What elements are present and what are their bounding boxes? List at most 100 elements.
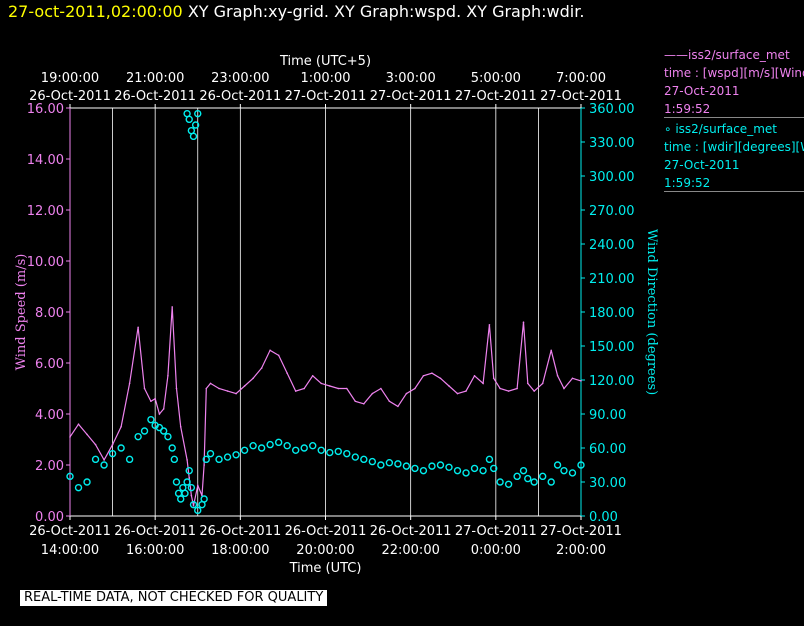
wdir-data-point — [134, 432, 142, 441]
wdir-data-point — [108, 449, 117, 458]
left-tick-label: 14.00 — [27, 153, 64, 168]
bottom-tick-time: 0:00:00 — [471, 543, 521, 558]
wspd-data-point — [550, 349, 552, 352]
right-tick-label: 30.00 — [589, 476, 626, 491]
wspd-data-point — [439, 377, 442, 380]
wdir-data-point — [232, 451, 240, 459]
wspd-data-point — [526, 382, 529, 385]
wdir-data-point — [164, 432, 172, 441]
wspd-data-point — [499, 387, 501, 390]
wdir-data-point — [283, 442, 291, 450]
wdir-data-point — [530, 478, 538, 486]
left-tick-label: 2.00 — [35, 459, 64, 474]
wspd-data-point — [196, 484, 199, 487]
top-tick-date: 26-Oct-2011 — [114, 89, 196, 104]
wspd-data-point — [286, 372, 288, 375]
wspd-data-point — [303, 387, 306, 390]
top-tick-date: 27-Oct-2011 — [540, 89, 622, 104]
right-tick-label: 60.00 — [589, 442, 626, 457]
wspd-data-point — [388, 400, 391, 403]
wspd-data-point — [363, 403, 365, 405]
wdir-data-point — [100, 461, 108, 469]
wdir-data-point — [377, 461, 385, 469]
wdir-data-point — [194, 506, 202, 515]
wdir-data-point — [223, 453, 232, 461]
wspd-data-point — [203, 464, 205, 466]
wdir-data-point — [185, 115, 193, 124]
wspd-data-point — [371, 392, 374, 395]
wdir-data-point — [402, 462, 411, 470]
legend-wdir-variable: time : [wdir][degrees][W — [664, 140, 804, 154]
wdir-data-point — [568, 469, 577, 477]
left-tick-label: 10.00 — [27, 255, 64, 270]
wspd-data-point — [405, 392, 408, 395]
wdir-data-point — [240, 446, 249, 454]
wspd-data-point — [456, 392, 459, 395]
bottom-tick-date: 26-Oct-2011 — [29, 524, 111, 539]
wspd-data-point — [188, 476, 191, 479]
wspd-data-point — [522, 321, 525, 324]
wdir-data-point — [411, 464, 419, 473]
wdir-data-point — [185, 466, 193, 475]
wdir-data-point — [479, 466, 487, 475]
top-tick-time: 21:00:00 — [126, 71, 184, 86]
wspd-data-point — [269, 349, 271, 352]
wdir-data-point — [181, 489, 189, 498]
bottom-tick-time: 22:00:00 — [381, 543, 439, 558]
wspd-data-point — [179, 425, 182, 428]
wspd-data-point — [226, 390, 229, 392]
left-axis-title: Wind Speed (m/s) — [14, 254, 29, 371]
top-tick-date: 26-Oct-2011 — [199, 89, 281, 104]
wdir-data-point — [445, 463, 453, 471]
wspd-data-point — [507, 390, 510, 392]
wdir-data-point — [172, 478, 181, 486]
wspd-data-point — [541, 382, 544, 385]
wspd-data-point — [235, 392, 237, 395]
wspd-data-point — [192, 505, 195, 507]
wspd-data-point — [120, 425, 122, 428]
wspd-data-point — [218, 387, 220, 390]
wdir-data-point — [513, 472, 521, 481]
bottom-tick-date: 26-Oct-2011 — [285, 524, 367, 539]
wspd-data-point — [94, 443, 97, 446]
bottom-tick-time: 2:00:00 — [556, 543, 606, 558]
wdir-data-point — [385, 459, 394, 467]
wdir-data-point — [300, 444, 308, 452]
right-tick-label: 0.00 — [589, 510, 618, 525]
wspd-data-point — [580, 380, 582, 382]
legend-wdir-source: ∘ iss2/surface_met — [664, 122, 777, 136]
left-tick-label: 4.00 — [35, 408, 64, 423]
header-graph-list: XY Graph:xy-grid. XY Graph:wspd. XY Grap… — [187, 2, 585, 21]
wdir-data-point — [200, 495, 208, 503]
top-tick-date: 27-Oct-2011 — [370, 89, 452, 104]
bottom-axis-title: Time (UTC) — [289, 561, 362, 576]
bottom-tick-date: 26-Oct-2011 — [199, 524, 281, 539]
legend-wspd-source: ——iss2/surface_met — [664, 48, 790, 62]
wdir-data-point — [291, 446, 300, 454]
wdir-data-point — [360, 455, 368, 464]
right-tick-label: 120.00 — [589, 374, 635, 389]
wspd-data-point — [354, 400, 357, 403]
bottom-tick-date: 26-Oct-2011 — [114, 524, 196, 539]
legend-wdir-date: 27-Oct-2011 — [664, 158, 740, 172]
wdir-data-point — [504, 480, 513, 488]
top-tick-date: 26-Oct-2011 — [29, 89, 111, 104]
wspd-data-point — [171, 306, 173, 308]
wdir-data-point — [159, 427, 168, 435]
wspd-data-point — [345, 387, 348, 390]
wspd-data-point — [209, 382, 212, 385]
wdir-data-point — [249, 442, 257, 450]
wdir-data-point — [524, 474, 532, 483]
wspd-data-point — [86, 433, 88, 436]
wdir-data-point — [206, 449, 215, 458]
top-tick-time: 3:00:00 — [386, 71, 436, 86]
wspd-data-point — [243, 385, 246, 387]
right-axis-title: Wind Direction (degrees) — [644, 229, 659, 395]
wdir-data-point — [187, 483, 196, 492]
wdir-data-point — [317, 446, 325, 454]
wdir-data-point — [538, 472, 547, 481]
wspd-data-point — [103, 459, 105, 461]
top-tick-time: 23:00:00 — [211, 71, 269, 86]
wspd-data-point — [158, 413, 161, 415]
legend-wspd-variable: time : [wspd][m/s][Wind — [664, 66, 804, 80]
